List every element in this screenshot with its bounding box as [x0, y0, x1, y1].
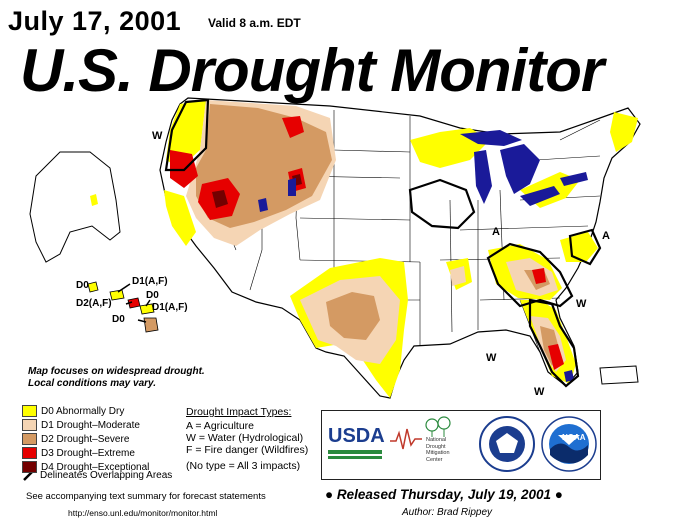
- legend-swatch-d1: [22, 419, 37, 431]
- impact-label-w-southeast-2: W: [486, 352, 497, 364]
- ndmc-line-1: National: [426, 437, 447, 443]
- monitor-url[interactable]: http://enso.unl.edu/monitor/monitor.html: [68, 508, 218, 518]
- ndmc-name: National Drought Mitigation Center: [426, 437, 450, 463]
- alaska: [29, 151, 121, 263]
- overlap-lines: [164, 98, 602, 388]
- legend-swatch-d4: [22, 461, 37, 473]
- legend-row-overlap: Delineates Overlapping Areas: [40, 468, 172, 482]
- legend-swatch-d0: [22, 405, 37, 417]
- legend-label-overlap: Delineates Overlapping Areas: [40, 469, 173, 481]
- impact-type-none: (No type = All 3 impacts): [186, 460, 301, 472]
- legend-row-d4: D4 Drought–Exceptional: [22, 460, 149, 474]
- impact-type-f: F = Fire danger (Wildfires): [186, 444, 309, 456]
- legend-label-d0: D0 Abnormally Dry: [41, 405, 125, 417]
- summary-note: See accompanying text summary for foreca…: [26, 491, 266, 502]
- bullet-icon: ●: [551, 487, 563, 502]
- impact-type-a: A = Agriculture: [186, 420, 254, 432]
- release-date: ● Released Thursday, July 19, 2001 ●: [325, 487, 563, 502]
- ndmc-tree-icon: [425, 416, 451, 437]
- legend-row-d0: D0 Abnormally Dry: [22, 404, 124, 418]
- valid-time: Valid 8 a.m. EDT: [208, 16, 301, 30]
- impact-label-w-southeast-1: W: [576, 298, 587, 310]
- hawaii-label-d0-a: D0: [76, 280, 89, 291]
- impact-label-a-midwest: A: [492, 226, 500, 238]
- legend-swatch-d3: [22, 447, 37, 459]
- legend-label-d2: D2 Drought–Severe: [41, 433, 130, 445]
- impact-type-w: W = Water (Hydrological): [186, 432, 304, 444]
- legend-label-d1: D1 Drought–Moderate: [41, 419, 140, 431]
- legend-row-d2: D2 Drought–Severe: [22, 432, 129, 446]
- hawaii-label-d0-c: D0: [112, 314, 125, 325]
- hawaii-label-d1af-b: D1(A,F): [152, 302, 188, 313]
- hawaii-label-d1af-a: D1(A,F): [132, 276, 168, 287]
- legend-label-d4: D4 Drought–Exceptional: [41, 461, 150, 473]
- agency-logos: USDA National Drought Mitigation Center …: [321, 410, 601, 480]
- alaska-d0: [90, 194, 98, 206]
- map-date: July 17, 2001: [8, 6, 182, 36]
- hawaii-leaders: [117, 283, 151, 323]
- hawaii: [87, 281, 159, 333]
- puerto-rico: [599, 365, 639, 385]
- noaa-logo-icon: [541, 416, 597, 472]
- legend-row-d1: D1 Drought–Moderate: [22, 418, 140, 432]
- dept-commerce-seal-icon: [479, 416, 535, 472]
- release-text: Released Thursday, July 19, 2001: [336, 487, 552, 502]
- legend-label-d3: D3 Drought–Extreme: [41, 447, 135, 459]
- usda-logo: USDA: [328, 425, 385, 465]
- ndmc-line-4: Center: [426, 456, 443, 463]
- usda-text: USDA: [328, 425, 385, 447]
- ndmc-wave-icon: [390, 428, 422, 450]
- ndmc-line-3: Mitigation: [426, 450, 450, 456]
- great-lakes: [258, 130, 588, 382]
- hawaii-label-d0-b: D0: [146, 290, 159, 301]
- page-title: U.S. Drought Monitor: [20, 37, 604, 104]
- impact-types-title: Drought Impact Types:: [186, 406, 292, 418]
- impact-label-a-east: A: [602, 230, 610, 242]
- bullet-icon: ●: [325, 487, 337, 502]
- map-note-2: Local conditions may vary.: [28, 378, 157, 389]
- noaa-text: NOAA: [562, 433, 586, 442]
- legend-row-d3: D3 Drought–Extreme: [22, 446, 135, 460]
- impact-label-w-florida: W: [534, 386, 545, 398]
- hawaii-label-d2af: D2(A,F): [76, 298, 112, 309]
- author: Author: Brad Rippey: [402, 507, 493, 518]
- ndmc-line-2: Drought: [426, 443, 446, 450]
- impact-label-w-northwest: W: [152, 130, 163, 142]
- map-note-1: Map focuses on widespread drought.: [28, 366, 205, 377]
- legend-swatch-d2: [22, 433, 37, 445]
